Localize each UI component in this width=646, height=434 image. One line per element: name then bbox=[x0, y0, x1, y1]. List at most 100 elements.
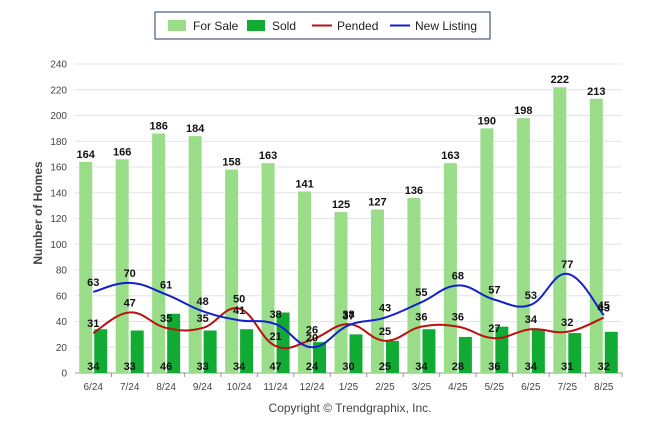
new-listing-label-8-24: 61 bbox=[160, 279, 172, 291]
pended-label-8-25: 43 bbox=[598, 303, 610, 315]
for-sale-label-6-24: 164 bbox=[77, 149, 96, 161]
legend-swatch-for-sale bbox=[168, 20, 186, 31]
x-tick-label-9-24: 9/24 bbox=[193, 382, 213, 393]
sold-bar-11-24 bbox=[276, 312, 290, 373]
pended-label-11-24: 21 bbox=[269, 331, 281, 343]
new-listing-label-7-25: 77 bbox=[561, 259, 573, 271]
for-sale-bar-6-24 bbox=[79, 161, 93, 373]
sold-label-3-25: 34 bbox=[415, 361, 428, 373]
x-tick-label-5-25: 5/25 bbox=[485, 382, 505, 393]
x-tick-label-2-25: 2/25 bbox=[375, 382, 395, 393]
sold-bar-8-25 bbox=[604, 331, 618, 373]
copyright-credit: Copyright © Trendgraphix, Inc. bbox=[269, 401, 432, 415]
y-tick-label-180: 180 bbox=[50, 137, 67, 148]
pended-label-1-25: 38 bbox=[342, 309, 354, 321]
sold-label-6-25: 34 bbox=[525, 361, 538, 373]
sold-bar-6-24 bbox=[94, 329, 108, 373]
for-sale-label-3-25: 136 bbox=[405, 185, 423, 197]
new-listing-label-7-24: 70 bbox=[124, 268, 136, 280]
lines bbox=[92, 272, 605, 350]
new-listing-label-3-25: 55 bbox=[415, 287, 427, 299]
y-tick-label-160: 160 bbox=[50, 163, 67, 174]
sold-bar-12-24 bbox=[313, 342, 327, 373]
y-tick-label-220: 220 bbox=[50, 85, 67, 96]
new-listing-line bbox=[92, 272, 605, 349]
sold-label-8-25: 32 bbox=[598, 361, 610, 373]
legend-swatch-sold bbox=[247, 20, 265, 31]
y-tick-label-0: 0 bbox=[61, 369, 67, 380]
y-tick-label-200: 200 bbox=[50, 111, 67, 122]
for-sale-bar-3-25 bbox=[407, 197, 421, 373]
for-sale-bar-5-25 bbox=[480, 128, 494, 373]
legend-label-for-sale: For Sale bbox=[193, 19, 239, 33]
x-tick-label-10-24: 10/24 bbox=[227, 382, 252, 393]
sold-label-5-25: 36 bbox=[488, 361, 500, 373]
sold-label-9-24: 33 bbox=[197, 361, 209, 373]
pended-label-2-25: 25 bbox=[379, 326, 391, 338]
new-listing-label-6-25: 53 bbox=[525, 290, 537, 302]
for-sale-bar-7-24 bbox=[115, 159, 129, 373]
y-tick-label-120: 120 bbox=[50, 214, 67, 225]
new-listing-label-12-24: 20 bbox=[306, 332, 318, 344]
sold-bar-7-24 bbox=[130, 330, 144, 373]
for-sale-label-10-24: 158 bbox=[222, 157, 240, 169]
for-sale-label-6-25: 198 bbox=[514, 105, 532, 117]
for-sale-bar-9-24 bbox=[188, 136, 202, 373]
pended-label-5-25: 27 bbox=[488, 323, 500, 335]
x-tick-label-7-24: 7/24 bbox=[120, 382, 140, 393]
for-sale-bar-11-24 bbox=[261, 163, 275, 373]
pended-label-9-24: 35 bbox=[197, 313, 209, 325]
for-sale-bar-4-25 bbox=[443, 163, 457, 373]
sold-bar-4-25 bbox=[458, 336, 472, 373]
grid bbox=[75, 63, 622, 374]
y-tick-label-20: 20 bbox=[56, 343, 68, 354]
sold-label-10-24: 34 bbox=[233, 361, 246, 373]
new-listing-label-8-25: 45 bbox=[598, 300, 610, 312]
for-sale-label-9-24: 184 bbox=[186, 123, 205, 135]
sold-label-6-24: 34 bbox=[87, 361, 100, 373]
for-sale-bar-6-25 bbox=[516, 118, 530, 373]
pended-label-4-25: 36 bbox=[452, 312, 464, 324]
sold-bar-7-25 bbox=[568, 333, 582, 373]
y-axis-label: Number of Homes bbox=[31, 161, 45, 265]
sold-bar-2-25 bbox=[385, 340, 399, 373]
x-tick-label-3-25: 3/25 bbox=[412, 382, 432, 393]
for-sale-label-4-25: 163 bbox=[441, 150, 459, 162]
legend: For Sale Sold Pended New Listing bbox=[154, 11, 491, 40]
x-tick-label-8-25: 8/25 bbox=[594, 382, 614, 393]
for-sale-label-5-25: 190 bbox=[478, 115, 496, 127]
for-sale-label-12-24: 141 bbox=[295, 178, 313, 190]
sold-label-12-24: 24 bbox=[306, 361, 319, 373]
sold-label-7-24: 33 bbox=[124, 361, 136, 373]
for-sale-bar-7-25 bbox=[553, 87, 567, 374]
pended-label-12-24: 26 bbox=[306, 325, 318, 337]
for-sale-bar-10-24 bbox=[225, 169, 239, 373]
x-tick-label-4-25: 4/25 bbox=[448, 382, 468, 393]
sold-bar-1-25 bbox=[349, 334, 363, 373]
for-sale-label-2-25: 127 bbox=[368, 196, 386, 208]
x-tick-label-11-24: 11/24 bbox=[263, 382, 288, 393]
for-sale-label-8-25: 213 bbox=[587, 86, 605, 98]
for-sale-label-7-24: 166 bbox=[113, 146, 131, 158]
pended-label-7-24: 47 bbox=[124, 297, 136, 309]
new-listing-label-6-24: 63 bbox=[87, 277, 99, 289]
x-tick-label-6-25: 6/25 bbox=[521, 382, 541, 393]
sold-label-4-25: 28 bbox=[452, 361, 464, 373]
legend-label-sold: Sold bbox=[272, 19, 296, 33]
bars bbox=[79, 87, 618, 374]
new-listing-label-2-25: 43 bbox=[379, 303, 391, 315]
for-sale-label-8-24: 186 bbox=[149, 121, 167, 133]
x-tick-label-12-24: 12/24 bbox=[300, 382, 325, 393]
pended-label-6-25: 34 bbox=[525, 314, 538, 326]
for-sale-label-11-24: 163 bbox=[259, 150, 277, 162]
for-sale-label-1-25: 125 bbox=[332, 199, 350, 211]
sold-bar-6-25 bbox=[531, 329, 545, 373]
pended-line bbox=[92, 307, 605, 350]
sold-label-11-24: 47 bbox=[269, 361, 281, 373]
y-tick-label-100: 100 bbox=[50, 240, 67, 251]
y-tick-label-60: 60 bbox=[56, 291, 68, 302]
new-listing-label-11-24: 38 bbox=[269, 309, 281, 321]
for-sale-label-7-25: 222 bbox=[551, 74, 569, 86]
new-listing-label-9-24: 48 bbox=[197, 296, 209, 308]
sold-bar-9-24 bbox=[203, 330, 217, 373]
